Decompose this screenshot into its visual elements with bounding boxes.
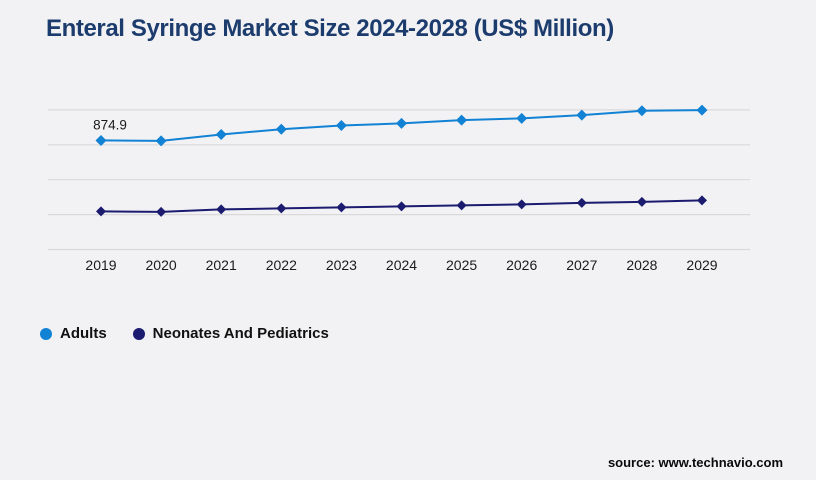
x-axis-label-2021: 2021 (206, 257, 237, 273)
data-point-neonates-2024 (396, 201, 407, 212)
data-point-neonates-2027 (576, 197, 587, 208)
x-axis-label-2024: 2024 (386, 257, 417, 273)
data-point-adults-2024 (396, 117, 407, 129)
x-axis-label-2025: 2025 (446, 257, 477, 273)
chart-legend: Adults Neonates And Pediatrics (40, 325, 329, 342)
x-axis-label-2022: 2022 (266, 257, 297, 273)
data-point-neonates-2023 (336, 202, 347, 213)
data-point-adults-2027 (576, 109, 588, 121)
data-point-adults-2023 (335, 119, 347, 131)
neonates-series-dot-icon (132, 327, 145, 340)
legend-item-adults: Adults (40, 325, 107, 342)
data-point-neonates-2029 (697, 195, 707, 206)
data-point-neonates-2022 (276, 203, 287, 214)
data-point-adults-2021 (215, 128, 227, 140)
chart-title: Enteral Syringe Market Size 2024-2028 (U… (46, 15, 614, 42)
data-point-adults-2022 (275, 123, 287, 135)
x-axis-label-2028: 2028 (626, 257, 657, 273)
x-axis-label-2029: 2029 (686, 257, 717, 273)
data-point-neonates-2028 (636, 196, 647, 207)
data-point-adults-2029 (696, 104, 708, 116)
data-point-neonates-2020 (156, 206, 167, 217)
data-point-adults-2020 (155, 135, 167, 147)
data-point-adults-2026 (516, 112, 528, 124)
x-axis-label-2019: 2019 (85, 257, 116, 273)
x-axis-label-2026: 2026 (506, 257, 537, 273)
data-point-adults-2025 (456, 114, 468, 126)
data-point-neonates-2025 (456, 200, 467, 211)
legend-item-neonates: Neonates And Pediatrics (132, 325, 329, 342)
data-point-neonates-2019 (96, 206, 106, 217)
legend-label-adults: Adults (60, 325, 107, 342)
x-axis-label-2027: 2027 (566, 257, 597, 273)
source-attribution: source: www.technavio.com (607, 455, 783, 470)
x-axis-label-2023: 2023 (326, 257, 357, 273)
data-point-neonates-2026 (516, 199, 527, 210)
data-point-neonates-2021 (216, 204, 227, 215)
data-label: 874.9 (93, 117, 127, 132)
market-size-line-chart: 2019 2020 2021 2022 2023 2024 2025 2026 2027 2028… (48, 104, 750, 273)
legend-label-neonates: Neonates And Pediatrics (152, 325, 329, 342)
data-point-adults-2028 (636, 105, 648, 117)
adults-series-dot-icon (40, 327, 52, 340)
x-axis-label-2020: 2020 (146, 257, 177, 273)
data-point-adults-2019 (95, 134, 107, 146)
